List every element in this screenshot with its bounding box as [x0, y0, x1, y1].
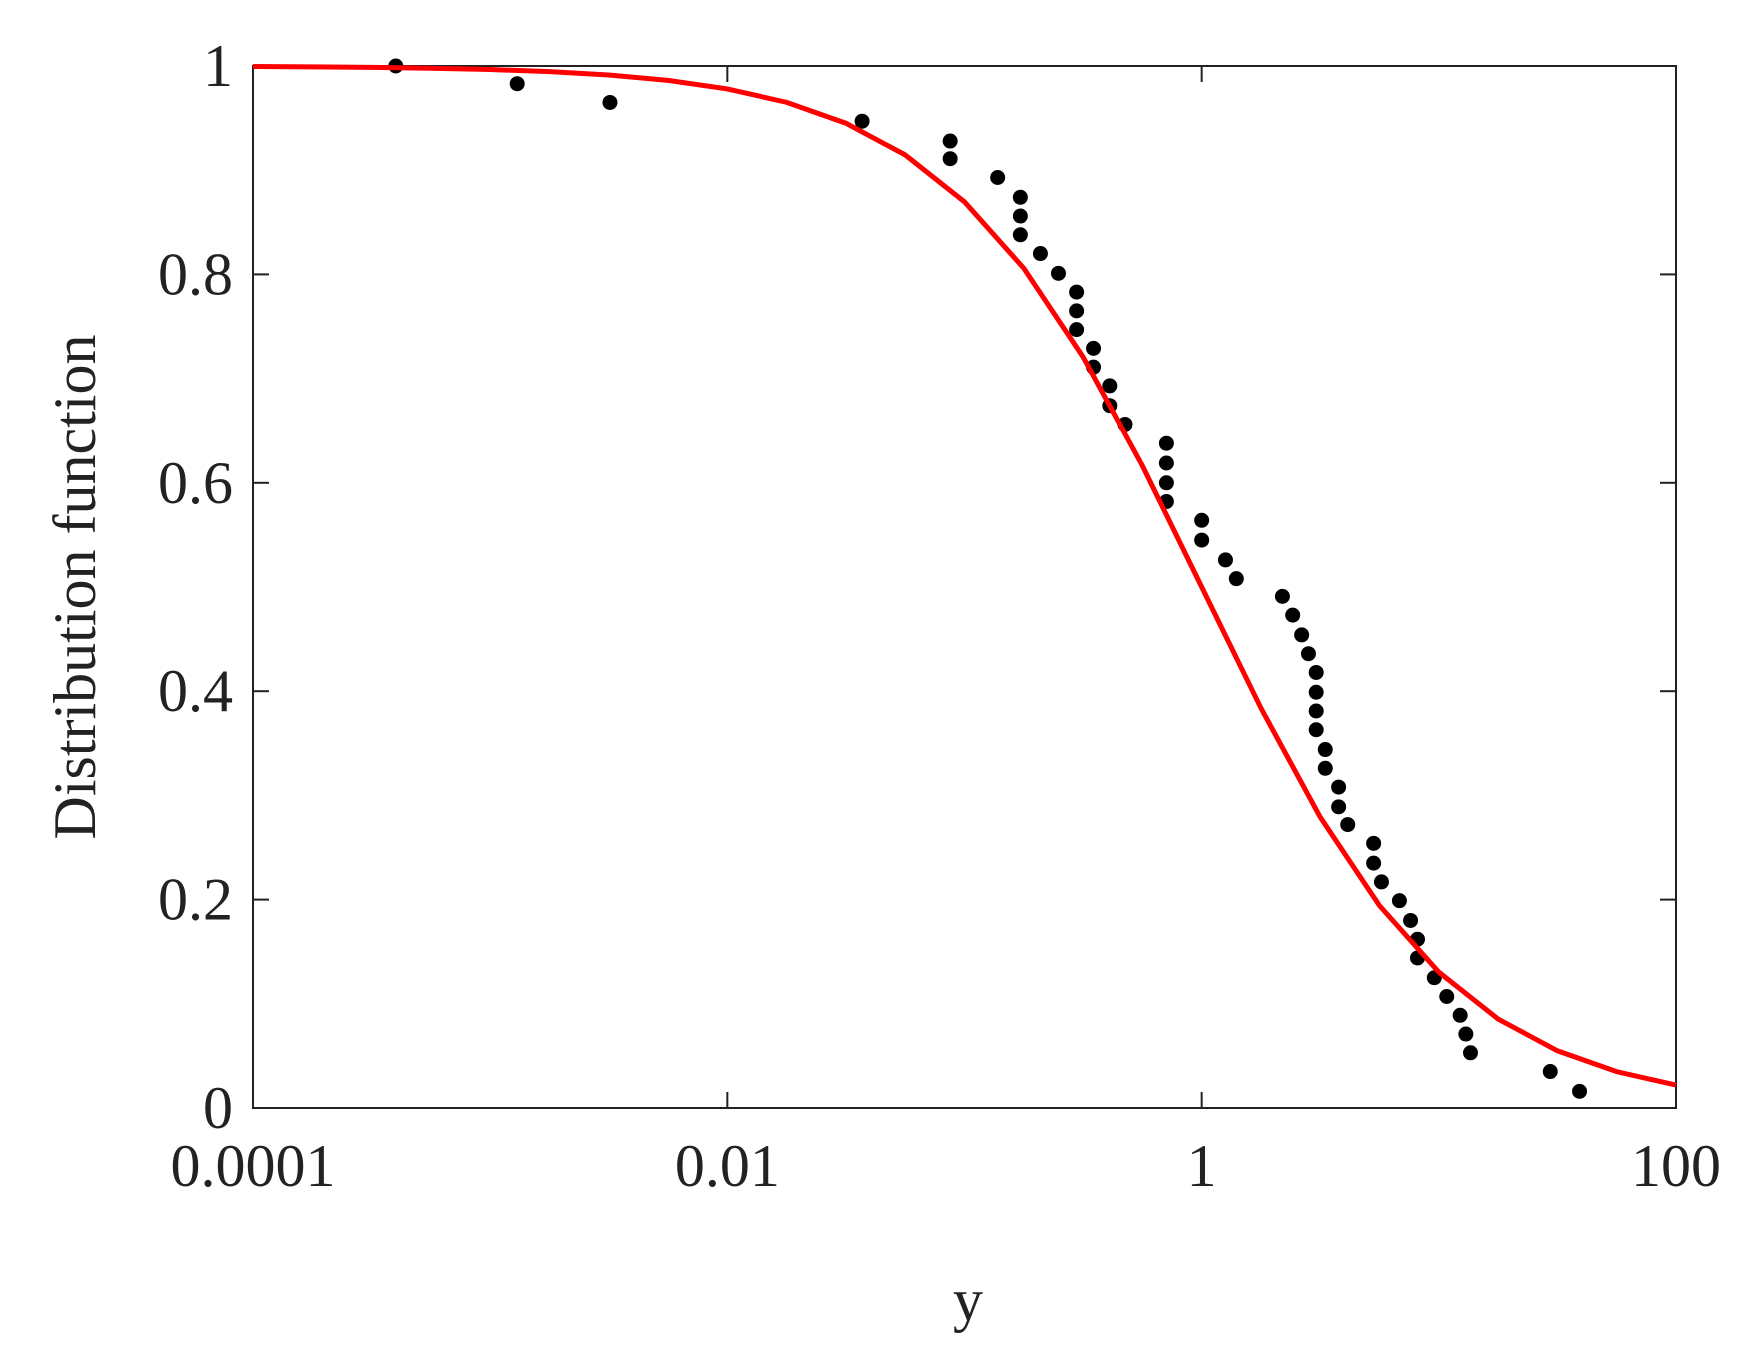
data-point [1391, 893, 1407, 909]
data-point [1194, 532, 1210, 548]
data-point [1452, 1007, 1468, 1023]
x-tick-label: 0.0001 [171, 1133, 336, 1199]
data-point [1086, 340, 1102, 356]
data-point [1542, 1064, 1558, 1080]
data-point [1458, 1026, 1474, 1042]
data-point [1217, 552, 1233, 568]
data-point [1572, 1083, 1588, 1099]
data-point [1340, 817, 1356, 833]
y-tick-label: 0.8 [158, 241, 233, 307]
data-point [1331, 779, 1347, 795]
data-point [1403, 912, 1419, 928]
data-point [990, 169, 1006, 185]
data-point [1373, 874, 1389, 890]
data-point [1032, 246, 1048, 262]
data-point [942, 133, 958, 149]
data-point [1012, 227, 1028, 243]
data-point [602, 94, 618, 110]
data-point [1317, 760, 1333, 776]
data-point [1308, 684, 1324, 700]
data-point [1274, 588, 1290, 604]
data-point [1463, 1045, 1479, 1061]
data-point [1158, 455, 1174, 471]
data-point [1012, 208, 1028, 224]
data-point [1012, 189, 1028, 205]
plot-frame [252, 65, 1677, 1109]
y-tick-label: 0.2 [158, 867, 233, 933]
data-point [1300, 646, 1316, 662]
data-point [1308, 703, 1324, 719]
x-axis-label: y [953, 1267, 983, 1333]
data-point [1285, 607, 1301, 623]
data-point [1069, 284, 1085, 300]
data-point [1308, 722, 1324, 738]
data-point [1308, 664, 1324, 680]
data-point [1194, 512, 1210, 528]
data-point [1158, 435, 1174, 451]
y-tick-label: 0.4 [158, 658, 233, 724]
x-tick-label: 100 [1631, 1133, 1721, 1199]
data-point [1331, 799, 1347, 815]
x-tick-label: 1 [1187, 1133, 1217, 1199]
data-point [1158, 475, 1174, 491]
y-tick-label: 0 [203, 1075, 233, 1141]
data-point [1069, 322, 1085, 338]
data-point [942, 151, 958, 167]
data-point [1439, 989, 1455, 1005]
y-tick-label: 0.6 [158, 450, 233, 516]
fit-curve [252, 64, 1677, 1088]
data-point [854, 113, 870, 129]
data-point [1102, 378, 1118, 394]
data-point [1317, 742, 1333, 758]
y-tick-label: 1 [203, 33, 233, 99]
data-point [509, 76, 525, 92]
y-axis-label: Distribution function [42, 335, 108, 840]
data-point [1366, 835, 1382, 851]
x-tick-label: 0.01 [675, 1133, 780, 1199]
data-point [1069, 303, 1085, 319]
data-point [1294, 627, 1310, 643]
data-point [1050, 265, 1066, 281]
data-point [1228, 571, 1244, 587]
data-point [1366, 855, 1382, 871]
